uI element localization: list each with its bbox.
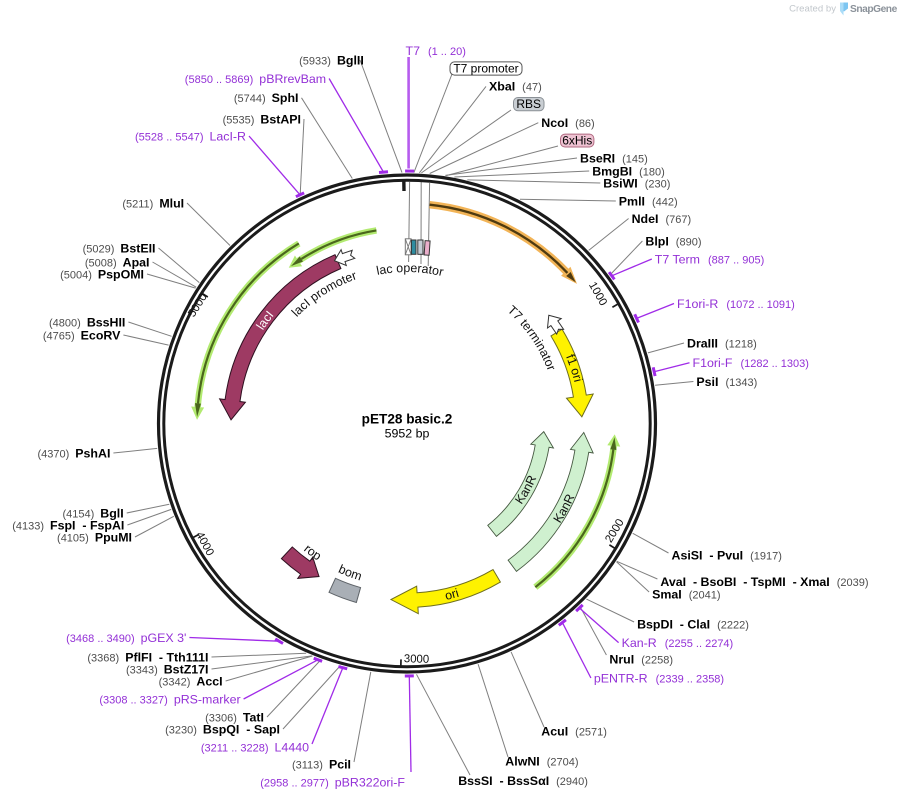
svg-text:(4800)BssHII: (4800)BssHII xyxy=(49,315,125,329)
svg-text:F1ori-F(1282 .. 1303): F1ori-F(1282 .. 1303) xyxy=(693,356,809,370)
svg-text:F1ori-R(1072 .. 1091): F1ori-R(1072 .. 1091) xyxy=(677,297,795,311)
svg-text:RBS: RBS xyxy=(516,97,541,111)
svg-text:Kan-R(2255 .. 2274): Kan-R(2255 .. 2274) xyxy=(622,636,734,650)
svg-text:BssSI - BssSαI(2940): BssSI - BssSαI(2940) xyxy=(458,774,588,788)
svg-text:(4765)EcoRV: (4765)EcoRV xyxy=(43,328,121,342)
svg-text:(3113)PciI: (3113)PciI xyxy=(292,757,351,771)
svg-text:T7(1 .. 20): T7(1 .. 20) xyxy=(406,44,466,58)
svg-text:(3468 .. 3490)pGEX 3': (3468 .. 3490)pGEX 3' xyxy=(66,631,186,645)
svg-text:(5004)PspOMI: (5004)PspOMI xyxy=(60,267,144,281)
svg-text:(5528 .. 5547)LacI-R: (5528 .. 5547)LacI-R xyxy=(135,129,246,143)
svg-text:SnapGene: SnapGene xyxy=(850,4,897,15)
svg-text:(3211 .. 3228)L4440: (3211 .. 3228)L4440 xyxy=(201,740,309,754)
svg-text:NcoI(86): NcoI(86) xyxy=(541,116,594,130)
svg-text:AvaI - BsoBI - TspMI - XmaI: AvaI - BsoBI - TspMI - XmaI(2039) xyxy=(660,575,868,589)
svg-text:T7 promoter: T7 promoter xyxy=(453,62,518,76)
svg-text:6xHis: 6xHis xyxy=(562,134,592,148)
svg-text:AsiSI - PvuI(1917): AsiSI - PvuI(1917) xyxy=(672,549,782,563)
svg-text:(3230)BspQI - SapI: (3230)BspQI - SapI xyxy=(165,722,280,736)
svg-text:BsiWI(230): BsiWI(230) xyxy=(603,176,670,190)
svg-text:Created by: Created by xyxy=(789,4,836,15)
svg-text:5952 bp: 5952 bp xyxy=(385,427,430,441)
svg-text:pET28 basic.2: pET28 basic.2 xyxy=(362,412,453,427)
svg-text:BspDI - ClaI(2222): BspDI - ClaI(2222) xyxy=(637,618,749,632)
svg-text:(5535)BstAPI: (5535)BstAPI xyxy=(223,112,301,126)
svg-text:pENTR-R(2339 .. 2358): pENTR-R(2339 .. 2358) xyxy=(594,671,724,685)
svg-text:(4105)PpuMI: (4105)PpuMI xyxy=(57,530,132,544)
svg-text:BseRI(145): BseRI(145) xyxy=(580,151,648,165)
svg-text:3000: 3000 xyxy=(404,653,430,666)
svg-text:T7 Term(887 .. 905): T7 Term(887 .. 905) xyxy=(655,252,764,266)
svg-text:(5211)MluI: (5211)MluI xyxy=(122,196,184,210)
svg-text:PsiI(1343): PsiI(1343) xyxy=(696,375,757,389)
svg-text:NruI(2258): NruI(2258) xyxy=(609,652,673,666)
